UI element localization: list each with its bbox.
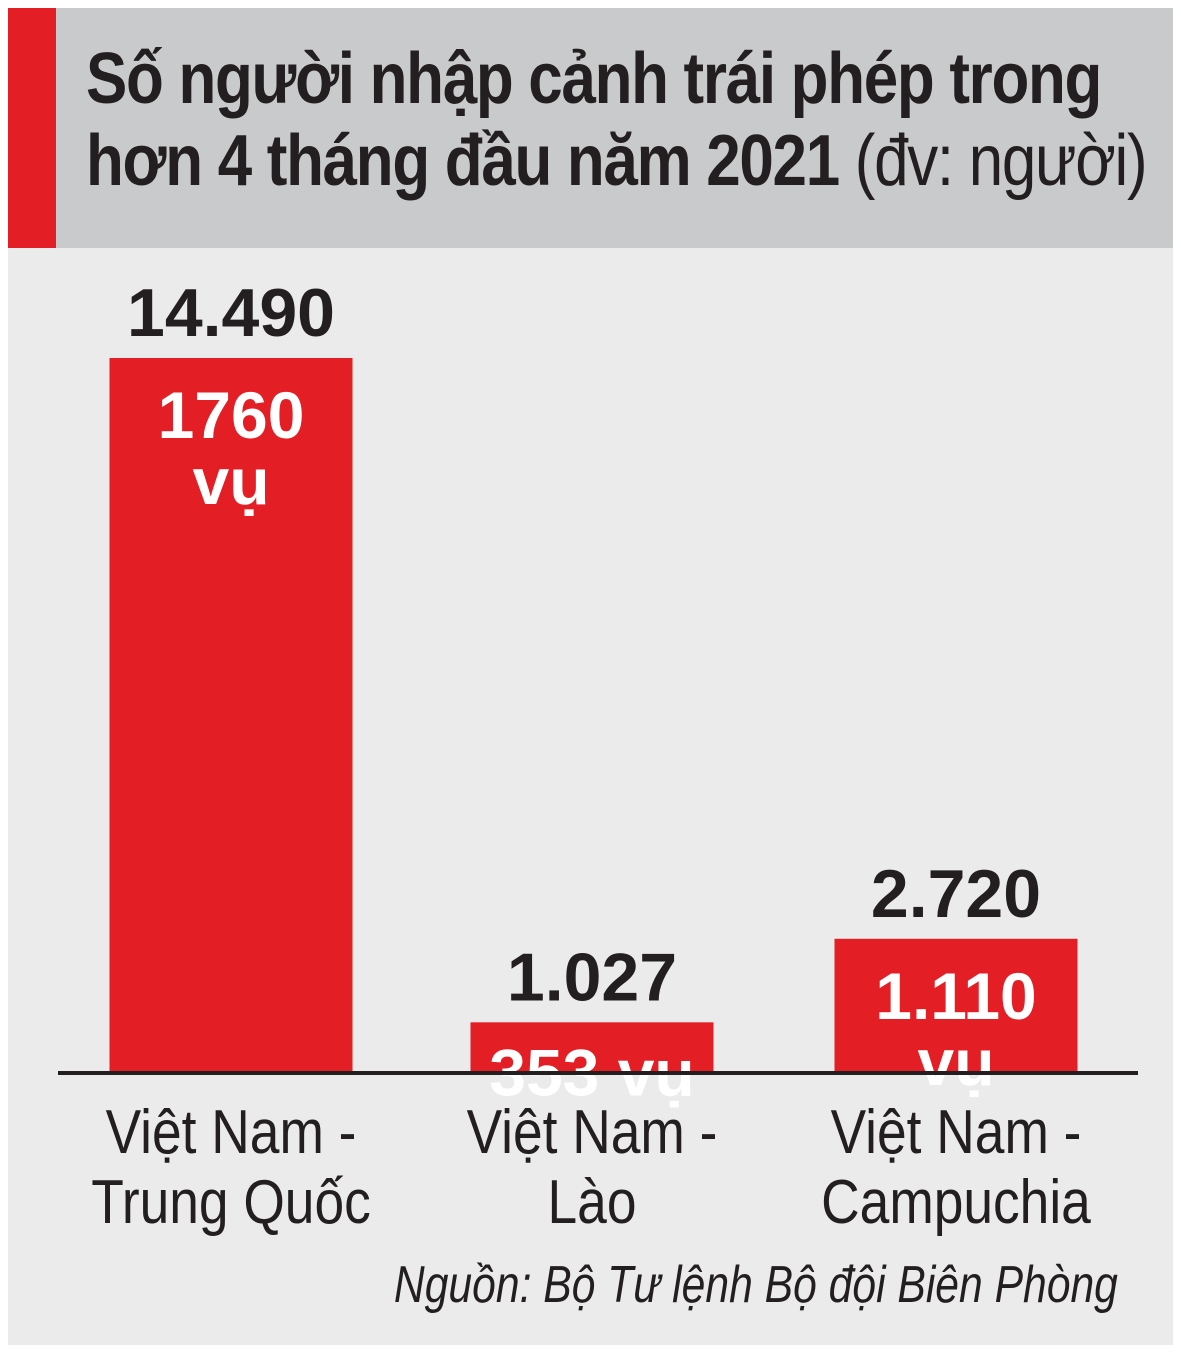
inner-label-3-1: 1.110 bbox=[875, 959, 1037, 1033]
inner-label-1-2: vụ bbox=[192, 444, 269, 518]
chart-header: Số người nhập cảnh trái phép trong hơn 4… bbox=[8, 8, 1173, 248]
value-label-2: 1.027 bbox=[507, 939, 677, 1015]
category-label-2-2: Lào bbox=[548, 1168, 637, 1237]
bar-3 bbox=[834, 938, 1078, 1073]
bar-2 bbox=[470, 1022, 714, 1073]
source-note: Nguồn: Bộ Tư lệnh Bộ đội Biên Phòng bbox=[394, 1256, 1118, 1314]
category-label-3-2: Campuchia bbox=[821, 1168, 1091, 1237]
category-label-1-1: Việt Nam - bbox=[106, 1098, 357, 1167]
category-label-3-1: Việt Nam - bbox=[831, 1098, 1082, 1167]
title-text: Số người nhập cảnh trái phép trong hơn 4… bbox=[86, 39, 1102, 201]
accent-bar bbox=[8, 8, 56, 248]
unit-label: (đv: người) bbox=[854, 121, 1148, 201]
value-label-3: 2.720 bbox=[871, 856, 1041, 932]
inner-label-1-1: 1760 bbox=[158, 378, 305, 452]
category-label-2-1: Việt Nam - bbox=[467, 1098, 718, 1167]
value-label-1: 14.490 bbox=[127, 275, 335, 351]
chart-title: Số người nhập cảnh trái phép trong hơn 4… bbox=[86, 38, 1152, 202]
bar-1 bbox=[109, 358, 353, 1073]
infographic-frame: Số người nhập cảnh trái phép trong hơn 4… bbox=[8, 8, 1173, 1345]
category-label-1-2: Trung Quốc bbox=[91, 1168, 371, 1237]
inner-label-3-2: vụ bbox=[917, 1025, 994, 1099]
